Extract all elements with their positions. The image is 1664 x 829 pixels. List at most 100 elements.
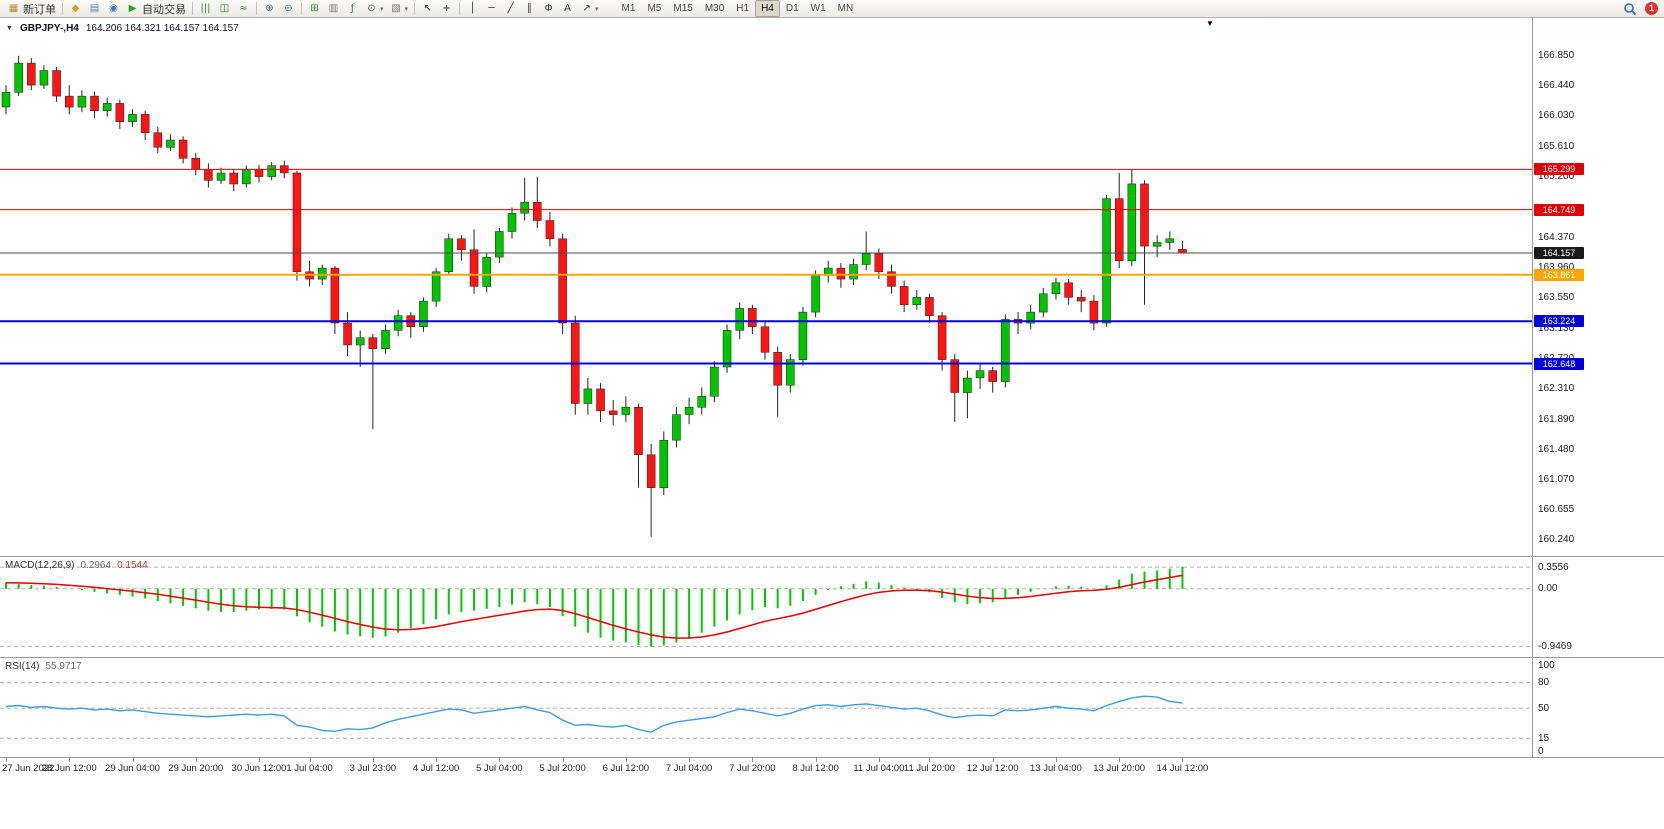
notification-badge[interactable]: 1 bbox=[1645, 2, 1658, 15]
rsi-tick-label: 50 bbox=[1538, 702, 1550, 714]
data-window-button[interactable]: ▤ bbox=[85, 1, 104, 17]
candle bbox=[330, 265, 340, 334]
line-chart-mode-button[interactable]: ≈ bbox=[234, 1, 253, 17]
macd-panel[interactable] bbox=[0, 557, 1532, 657]
price-tick-label: 166.030 bbox=[1538, 110, 1575, 122]
candle bbox=[178, 136, 188, 164]
fibonacci-icon: Φ bbox=[544, 3, 553, 14]
candle bbox=[444, 233, 453, 276]
time-tick bbox=[132, 758, 134, 762]
time-tick bbox=[992, 758, 994, 762]
time-label: 3 Jul 23:00 bbox=[349, 763, 397, 774]
price-tick-label: 161.070 bbox=[1538, 473, 1575, 485]
timeframe-M1[interactable]: M1 bbox=[621, 3, 636, 14]
market-watch-button[interactable]: ◆ bbox=[66, 1, 85, 17]
time-label: 11 Jul 04:00 bbox=[853, 763, 905, 774]
autotrading-label: 自动交易 bbox=[142, 3, 186, 16]
time-label: 29 Jun 04:00 bbox=[105, 763, 160, 774]
timeframe-MN[interactable]: MN bbox=[837, 3, 854, 14]
time-tick bbox=[6, 758, 7, 762]
rsi-panel[interactable] bbox=[0, 658, 1532, 757]
panel-divider[interactable] bbox=[0, 556, 1664, 557]
cursor-button[interactable]: ↖ bbox=[418, 1, 437, 17]
resistance-line-164749-price-label: 164.749 bbox=[1534, 203, 1584, 216]
timeframe-M30[interactable]: M30 bbox=[704, 3, 725, 14]
time-label: 7 Jul 20:00 bbox=[729, 763, 776, 774]
price-chart[interactable] bbox=[0, 18, 1532, 556]
candle bbox=[229, 169, 238, 192]
rsi-tick-label: 100 bbox=[1538, 659, 1555, 671]
zoom-in-button[interactable]: ⊕ bbox=[260, 1, 279, 17]
autotrading-button[interactable]: ▶ 自动交易 bbox=[123, 1, 189, 17]
arrows-button[interactable]: ↗ ▾ bbox=[577, 1, 602, 17]
timeframe-W1[interactable]: W1 bbox=[810, 3, 826, 14]
channel-button[interactable]: ∥ bbox=[520, 1, 539, 17]
periods-button[interactable]: ⊙ ▾ bbox=[362, 1, 387, 17]
crosshair-button[interactable]: + bbox=[437, 1, 456, 17]
indicators-button[interactable]: ƒ bbox=[343, 1, 362, 17]
list-icon: ▤ bbox=[89, 3, 100, 14]
price-tick-label: 163.960 bbox=[1538, 261, 1575, 273]
timeframe-H4[interactable]: H4 bbox=[755, 0, 780, 17]
candle bbox=[912, 290, 922, 310]
time-tick bbox=[1119, 758, 1121, 762]
candle bbox=[191, 153, 200, 176]
time-label: 28 Jun 12:00 bbox=[41, 763, 97, 774]
fibonacci-button[interactable]: Φ bbox=[539, 1, 558, 17]
price-tick-label: 166.850 bbox=[1538, 50, 1575, 62]
candle bbox=[381, 324, 390, 354]
terminal-button[interactable]: ◉ bbox=[104, 1, 123, 17]
candle bbox=[760, 321, 770, 360]
templates-button[interactable]: ▧ ▾ bbox=[387, 1, 412, 17]
vertical-line-button[interactable]: │ bbox=[463, 1, 482, 17]
clock-icon: ⊙ bbox=[367, 3, 376, 14]
chart-shift-button[interactable]: ▥ bbox=[324, 1, 343, 17]
time-label: 29 Jun 20:00 bbox=[168, 763, 224, 774]
current-price-line-price-label: 164.157 bbox=[1534, 247, 1584, 259]
auto-scroll-button[interactable]: ⊞ bbox=[305, 1, 324, 17]
toolbar: ▦ 新订单 ◆ ▤ ◉ ▶ 自动交易 ||| ◫ ≈ ⊕ ⊖ ⊞ ▥ ƒ ⊙ ▾ ▧ ▾ ↖ + │ ─ ╱ ∥ Φ A ↗ ▾ M1 M… bbox=[0, 0, 1664, 18]
candlestick-mode-button[interactable]: ◫ bbox=[215, 1, 234, 17]
timeframe-D1[interactable]: D1 bbox=[785, 3, 799, 14]
dropdown-arrow-icon: ▾ bbox=[380, 5, 384, 13]
time-axis[interactable]: 27 Jun 2022 28 Jun 12:00 29 Jun 04:00 29 Ju… bbox=[0, 758, 1664, 780]
time-label: 13 Jul 04:00 bbox=[1030, 763, 1082, 774]
time-label: 5 Jul 20:00 bbox=[539, 763, 586, 774]
candle bbox=[925, 293, 934, 323]
new-order-button[interactable]: ▦ 新订单 bbox=[4, 1, 59, 17]
bar-chart-mode-button[interactable]: ||| bbox=[196, 1, 215, 17]
time-label: 1 Jul 04:00 bbox=[286, 763, 333, 774]
panel-divider[interactable] bbox=[0, 657, 1664, 658]
timeframe-M15[interactable]: M15 bbox=[673, 3, 693, 14]
time-tick bbox=[625, 758, 627, 762]
collapse-arrow-icon[interactable]: ▼ bbox=[6, 25, 13, 32]
chart-shift-marker-icon[interactable]: ▼ bbox=[1206, 19, 1214, 28]
horizontal-line-button[interactable]: ─ bbox=[482, 1, 501, 17]
trendline-button[interactable]: ╱ bbox=[501, 1, 520, 17]
timeframe-M5[interactable]: M5 bbox=[647, 3, 662, 14]
toolbar-buttons: ▦ 新订单 ◆ ▤ ◉ ▶ 自动交易 ||| ◫ ≈ ⊕ ⊖ ⊞ ▥ ƒ ⊙ ▾ ▧ ▾ ↖ + │ ─ ╱ ∥ Φ A ↗ ▾ bbox=[4, 0, 602, 17]
candle bbox=[204, 163, 213, 188]
candle bbox=[1001, 314, 1010, 388]
price-axis[interactable]: 166.850 166.440 166.030 165.610 165.200 164.3… bbox=[1533, 18, 1663, 557]
dropdown-arrow-icon: ▾ bbox=[595, 5, 599, 13]
rsi-name: RSI(14) bbox=[5, 661, 40, 672]
time-label: 30 Jun 12:00 bbox=[231, 763, 287, 774]
dropdown-arrow-icon: ▾ bbox=[404, 5, 409, 13]
time-label: 13 Jul 20:00 bbox=[1093, 763, 1146, 774]
search-button[interactable] bbox=[1620, 1, 1640, 17]
price-tick-label: 161.480 bbox=[1538, 443, 1575, 455]
timeframe-H1[interactable]: H1 bbox=[736, 3, 750, 14]
price-tick-label: 161.890 bbox=[1538, 413, 1575, 425]
channel-icon: ∥ bbox=[527, 3, 533, 14]
candle bbox=[140, 110, 150, 140]
macd-axis: 0.3556 0.00 -0.9469 bbox=[1533, 557, 1663, 657]
zoom-out-button[interactable]: ⊖ bbox=[279, 1, 298, 17]
rsi-tick-label: 80 bbox=[1538, 677, 1550, 688]
candle bbox=[495, 227, 504, 263]
text-button[interactable]: A bbox=[558, 1, 577, 17]
orange-level-line-price-label: 163.861 bbox=[1534, 268, 1584, 281]
time-label: 4 Jul 12:00 bbox=[412, 763, 460, 774]
time-tick bbox=[436, 758, 438, 762]
price-tick-label: 165.200 bbox=[1538, 171, 1575, 183]
